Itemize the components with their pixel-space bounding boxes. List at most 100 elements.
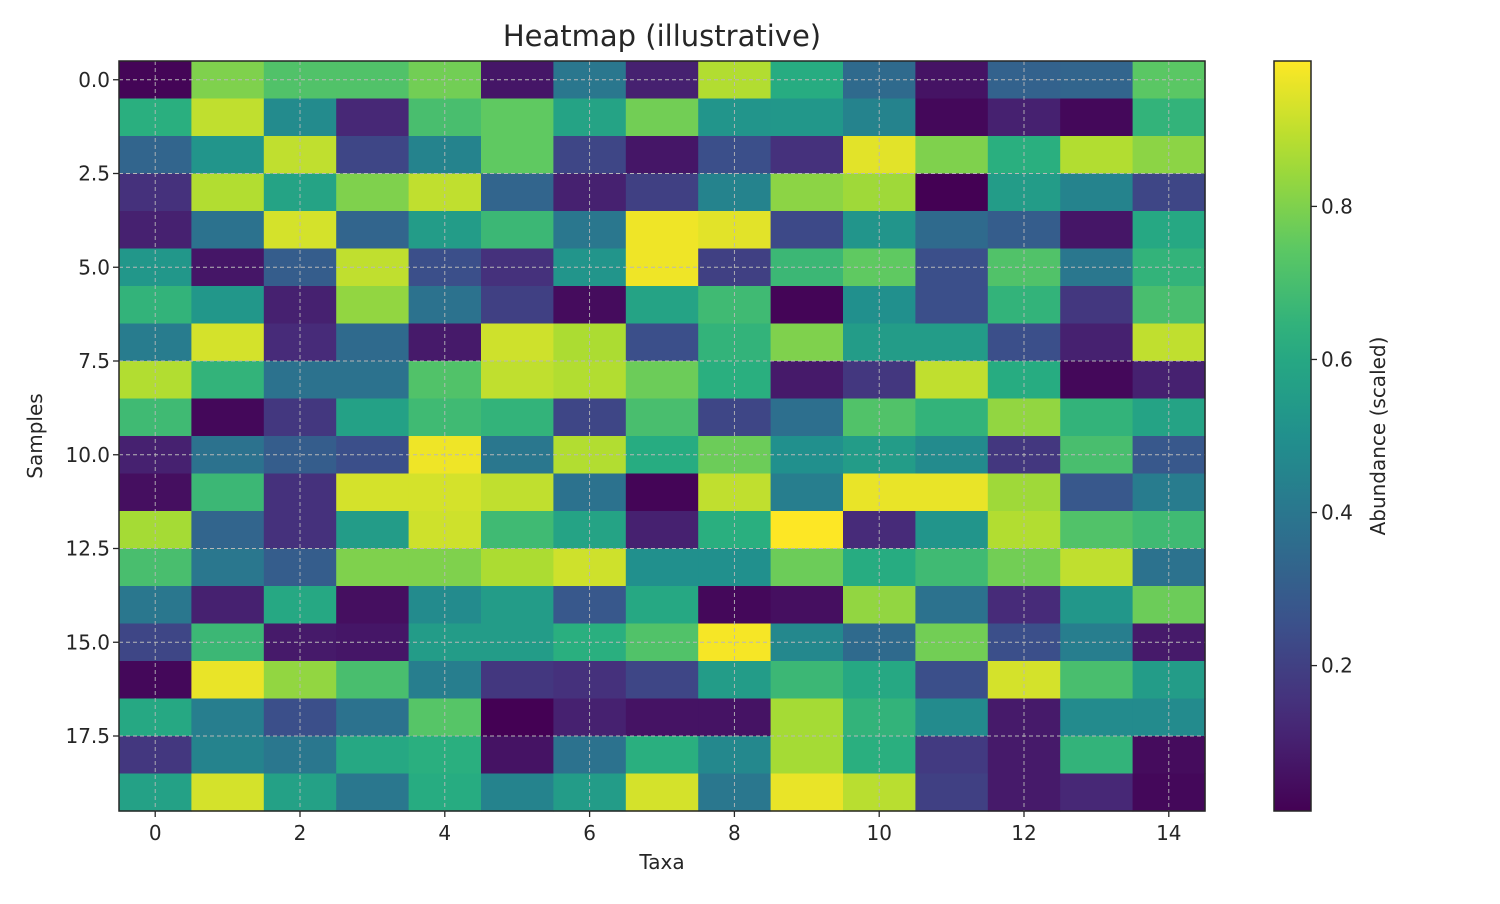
heatmap-cell <box>336 773 410 812</box>
heatmap-cell <box>698 698 772 737</box>
heatmap-cell <box>915 173 989 212</box>
heatmap-cell <box>119 698 192 737</box>
heatmap-cell <box>481 661 554 700</box>
y-tick-label: 5.0 <box>78 255 110 279</box>
heatmap-cell <box>770 398 844 437</box>
heatmap-cell <box>915 398 989 437</box>
heatmap-cell <box>1060 173 1134 212</box>
heatmap-cell <box>191 323 265 362</box>
heatmap-cell <box>625 286 699 325</box>
heatmap-cell <box>770 773 844 812</box>
heatmap-cell <box>915 98 989 137</box>
heatmap-cell <box>915 773 989 812</box>
heatmap-cell <box>625 586 699 625</box>
heatmap-cell <box>481 361 554 400</box>
heatmap-cell <box>336 473 410 512</box>
heatmap-cell <box>625 773 699 812</box>
heatmap-cell <box>1060 773 1134 812</box>
heatmap-cell <box>191 511 265 550</box>
heatmap-cell <box>1060 211 1134 250</box>
y-tick-label: 7.5 <box>78 349 110 373</box>
heatmap-cell <box>263 286 337 325</box>
heatmap-cell <box>481 548 554 587</box>
heatmap-cell <box>625 398 699 437</box>
heatmap-cell <box>1060 511 1134 550</box>
heatmap-cell <box>336 661 410 700</box>
heatmap-cell <box>625 511 699 550</box>
heatmap-cell <box>915 698 989 737</box>
heatmap-cell <box>408 173 482 212</box>
heatmap-cell <box>770 586 844 625</box>
heatmap-cell <box>336 286 410 325</box>
heatmap-cell <box>698 286 772 325</box>
heatmap-cell <box>915 586 989 625</box>
heatmap-cell <box>1060 323 1134 362</box>
heatmap-cell <box>625 136 699 175</box>
heatmap-cell <box>1132 586 1206 625</box>
heatmap-cell <box>481 211 554 250</box>
heatmap-cell <box>191 136 265 175</box>
heatmap-cell <box>119 286 192 325</box>
heatmap-cell <box>336 323 410 362</box>
heatmap-cell <box>481 773 554 812</box>
x-axis-label: Taxa <box>638 850 684 874</box>
heatmap-cell <box>1060 98 1134 137</box>
heatmap-cell <box>263 586 337 625</box>
heatmap-cell <box>336 173 410 212</box>
heatmap-cell <box>915 323 989 362</box>
heatmap-cell <box>1132 173 1206 212</box>
heatmap-cell <box>770 136 844 175</box>
heatmap-cell <box>843 586 916 625</box>
heatmap-cell <box>191 698 265 737</box>
y-tick-label: 12.5 <box>65 537 110 561</box>
heatmap-cell <box>263 698 337 737</box>
heatmap-cell <box>336 586 410 625</box>
heatmap-cell <box>770 511 844 550</box>
colorbar-tick-label: 0.8 <box>1321 194 1353 218</box>
heatmap-cell <box>408 698 482 737</box>
heatmap-cell <box>481 323 554 362</box>
heatmap-cell <box>553 586 627 625</box>
heatmap-cell <box>625 361 699 400</box>
y-axis-label: Samples <box>23 393 47 478</box>
heatmap-cell <box>770 286 844 325</box>
heatmap-cell <box>915 736 989 775</box>
heatmap-cell <box>1060 736 1134 775</box>
heatmap-cell <box>987 586 1061 625</box>
heatmap-cell <box>481 698 554 737</box>
x-tick-label: 8 <box>728 821 741 845</box>
heatmap-cell <box>263 173 337 212</box>
y-tick-label: 2.5 <box>78 162 110 186</box>
heatmap-cell <box>770 98 844 137</box>
y-axis-ticks: 0.0 2.5 5.0 7.5 10.0 12.5 15.0 17.5 <box>65 68 119 748</box>
heatmap-cell <box>481 398 554 437</box>
heatmap-cell <box>1060 586 1134 625</box>
heatmap-cell <box>191 661 265 700</box>
heatmap-cell <box>191 211 265 250</box>
heatmap-cell <box>553 698 627 737</box>
colorbar-tick-label: 0.6 <box>1321 347 1353 371</box>
heatmap-cell <box>408 286 482 325</box>
plot-frame <box>118 60 1206 812</box>
heatmap-cell <box>1060 286 1134 325</box>
y-tick-label: 17.5 <box>65 724 110 748</box>
heatmap-cell <box>1060 698 1134 737</box>
heatmap-cell <box>625 473 699 512</box>
heatmap-cell <box>191 398 265 437</box>
grid-lines <box>119 61 1205 811</box>
heatmap-cell <box>770 473 844 512</box>
heatmap-cell <box>336 511 410 550</box>
heatmap-cell <box>625 698 699 737</box>
heatmap-cell <box>770 323 844 362</box>
heatmap-cell <box>625 98 699 137</box>
heatmap-cell <box>191 361 265 400</box>
heatmap-cell <box>1060 361 1134 400</box>
x-tick-label: 14 <box>1156 821 1181 845</box>
heatmap-cell <box>770 173 844 212</box>
heatmap-cell <box>1060 661 1134 700</box>
heatmap-cell <box>625 323 699 362</box>
heatmap-cell <box>1132 698 1206 737</box>
heatmap-cell <box>191 736 265 775</box>
